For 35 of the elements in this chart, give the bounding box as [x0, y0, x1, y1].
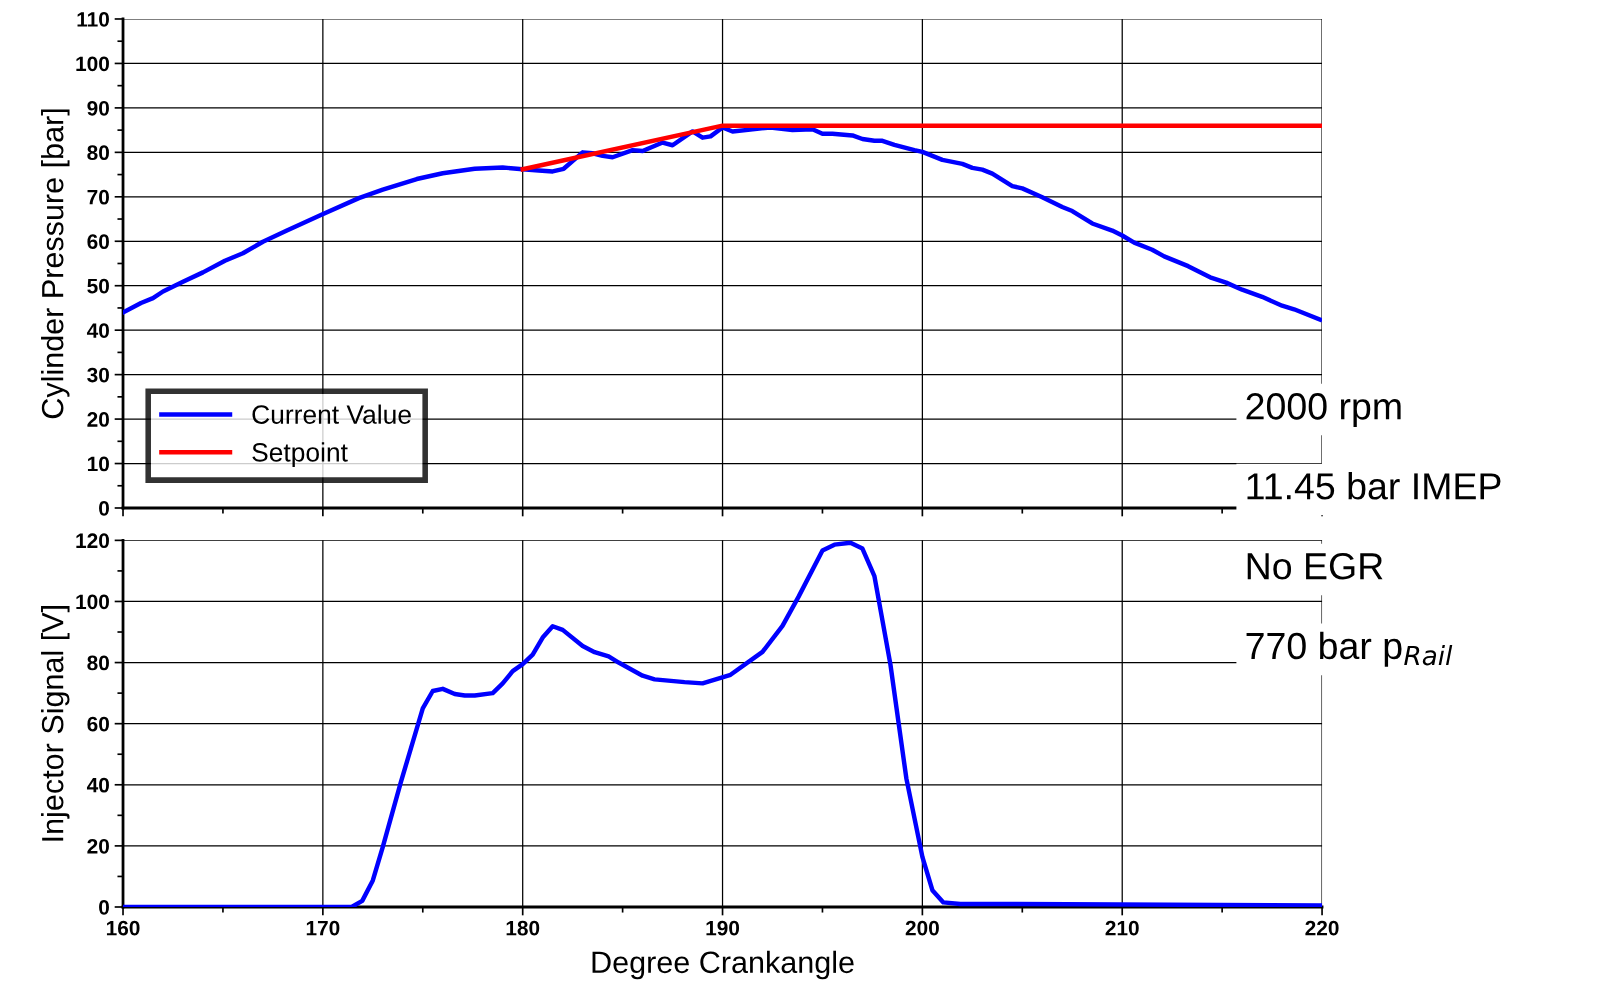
x-tick-label: 200	[905, 920, 939, 936]
y-tick-label: 90	[87, 100, 109, 116]
y-tick-label: 10	[87, 456, 109, 472]
y-tick-label: 110	[77, 11, 109, 27]
x-tick-label: 220	[1305, 920, 1339, 936]
y-tick-label: 30	[87, 367, 109, 383]
y-tick-label: 100	[76, 56, 109, 72]
y-tick-label: 0	[99, 500, 109, 516]
x-tick-label: 170	[306, 920, 340, 936]
y-axis-title: Cylinder Pressure [bar]	[41, 109, 70, 419]
annotation: 11.45 bar IMEP	[1247, 472, 1501, 500]
x-tick-label: 180	[506, 920, 540, 936]
y-tick-label: 120	[76, 533, 109, 549]
y-tick-label: 80	[87, 655, 109, 671]
x-tick-label: 210	[1105, 920, 1139, 936]
y-tick-label: 60	[87, 234, 109, 250]
y-tick-label: 0	[99, 899, 109, 915]
y-tick-label: 20	[87, 412, 109, 427]
x-tick-label: 160	[106, 920, 140, 936]
y-tick-label: 70	[87, 189, 109, 205]
y-tick-label: 80	[87, 145, 109, 161]
y-tick-label: 50	[87, 278, 109, 294]
legend-label: Setpoint	[252, 442, 348, 467]
y-tick-label: 60	[87, 716, 109, 732]
x-axis-title: Degree Crankangle	[592, 950, 854, 980]
annotation: No EGR	[1247, 552, 1383, 580]
y-tick-label: 40	[86, 777, 109, 793]
y-tick-label: 20	[87, 838, 109, 854]
y-tick-label: 40	[86, 323, 109, 338]
y-tick-label: 100	[76, 594, 109, 610]
annotation: 2000 rpm	[1246, 393, 1401, 428]
x-tick-label: 190	[706, 920, 740, 936]
annotation: 770 bar p$_{Rail}$	[1246, 631, 1453, 667]
y-axis-title: Injector Signal [V]	[41, 606, 70, 841]
legend-label: Current Value	[252, 404, 411, 424]
